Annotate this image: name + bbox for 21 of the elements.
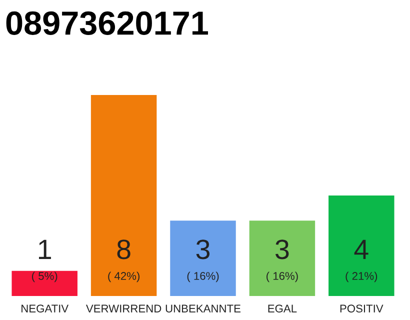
annotation: ( 42%)	[108, 272, 140, 282]
bar	[170, 220, 236, 296]
data-label: 3	[276, 240, 289, 260]
x-tick-label: POSITIV	[340, 304, 384, 312]
bar	[249, 220, 316, 296]
x-tick-label: VERWIRREND	[86, 304, 162, 312]
bar	[328, 196, 394, 296]
bar	[12, 270, 78, 296]
bar	[90, 95, 157, 296]
annotation: ( 16%)	[187, 272, 219, 282]
annotation: ( 21%)	[346, 272, 378, 282]
x-tick-label: EGAL	[268, 304, 297, 312]
x-tick-label: NEGATIV	[22, 304, 69, 312]
annotation: ( 5%)	[32, 272, 58, 282]
annotation: ( 16%)	[266, 272, 298, 282]
data-label: 4	[354, 240, 368, 259]
x-tick-label: UNBEKANNTE	[166, 304, 240, 312]
data-label: 1	[38, 240, 51, 259]
chart-title: 08973620171	[6, 11, 208, 35]
data-label: 3	[196, 240, 210, 260]
data-label: 8	[117, 240, 130, 260]
